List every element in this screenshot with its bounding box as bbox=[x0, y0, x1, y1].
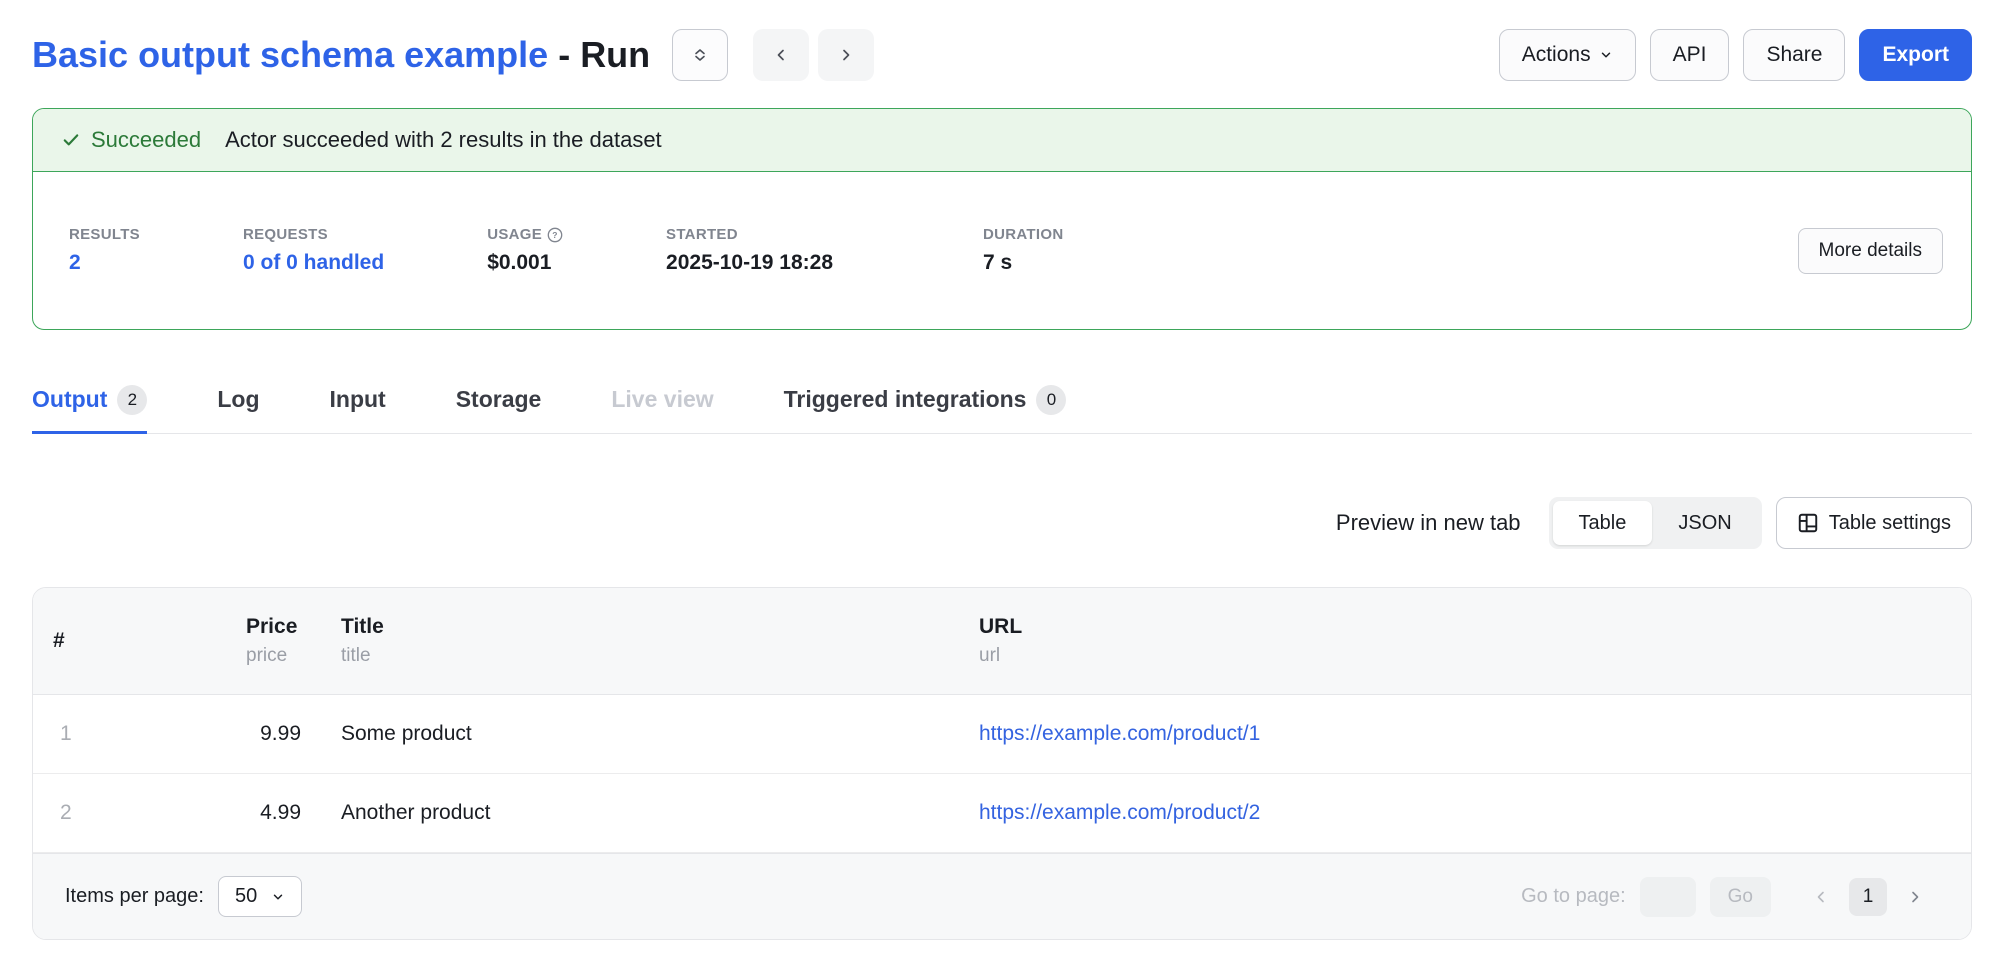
svg-text:?: ? bbox=[552, 230, 558, 240]
